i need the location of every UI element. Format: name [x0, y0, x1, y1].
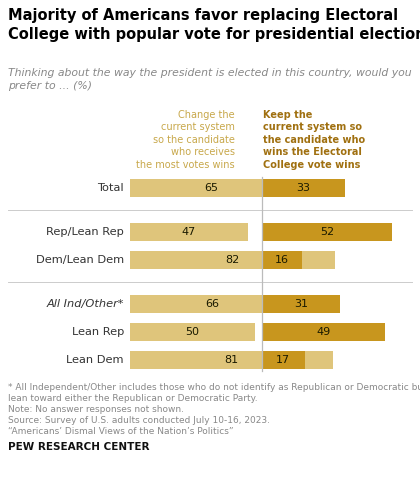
- Text: “Americans’ Dismal Views of the Nation’s Politics”: “Americans’ Dismal Views of the Nation’s…: [8, 427, 234, 436]
- Text: Majority of Americans favor replacing Electoral
College with popular vote for pr: Majority of Americans favor replacing El…: [8, 8, 420, 42]
- Text: Source: Survey of U.S. adults conducted July 10-16, 2023.: Source: Survey of U.S. adults conducted …: [8, 416, 270, 425]
- Bar: [130, 351, 333, 369]
- Text: 50: 50: [186, 327, 200, 337]
- Text: Lean Dem: Lean Dem: [66, 355, 124, 365]
- Text: 66: 66: [205, 299, 220, 309]
- Text: * All Independent/Other includes those who do not identify as Republican or Demo: * All Independent/Other includes those w…: [8, 383, 420, 392]
- Text: 17: 17: [276, 355, 290, 365]
- Text: Rep/Lean Rep: Rep/Lean Rep: [46, 227, 124, 237]
- Text: Change the
current system
so the candidate
who receives
the most votes wins: Change the current system so the candida…: [136, 110, 235, 170]
- Bar: [130, 295, 295, 313]
- Bar: [130, 323, 255, 341]
- Bar: [130, 251, 335, 269]
- Text: Thinking about the way the president is elected in this country, would you
prefe: Thinking about the way the president is …: [8, 68, 412, 91]
- Bar: [262, 251, 302, 269]
- Text: lean toward either the Republican or Democratic Party.: lean toward either the Republican or Dem…: [8, 394, 257, 403]
- Text: 47: 47: [181, 227, 196, 237]
- Text: 49: 49: [316, 327, 331, 337]
- Text: Dem/Lean Dem: Dem/Lean Dem: [36, 255, 124, 265]
- Text: 33: 33: [296, 183, 310, 193]
- Text: 52: 52: [320, 227, 334, 237]
- Bar: [130, 223, 247, 241]
- Text: All Ind/Other*: All Ind/Other*: [47, 299, 124, 309]
- Bar: [262, 223, 392, 241]
- Text: 81: 81: [224, 355, 238, 365]
- Text: Total: Total: [97, 183, 124, 193]
- Bar: [262, 323, 384, 341]
- Text: 16: 16: [275, 255, 289, 265]
- Text: Keep the
current system so
the candidate who
wins the Electoral
College vote win: Keep the current system so the candidate…: [263, 110, 365, 170]
- Text: PEW RESEARCH CENTER: PEW RESEARCH CENTER: [8, 442, 150, 452]
- Text: Lean Rep: Lean Rep: [72, 327, 124, 337]
- Bar: [262, 179, 344, 197]
- Bar: [130, 179, 292, 197]
- Bar: [262, 295, 339, 313]
- Text: 65: 65: [204, 183, 218, 193]
- Text: 31: 31: [294, 299, 308, 309]
- Bar: [262, 351, 304, 369]
- Text: 82: 82: [226, 255, 240, 265]
- Text: Note: No answer responses not shown.: Note: No answer responses not shown.: [8, 405, 184, 414]
